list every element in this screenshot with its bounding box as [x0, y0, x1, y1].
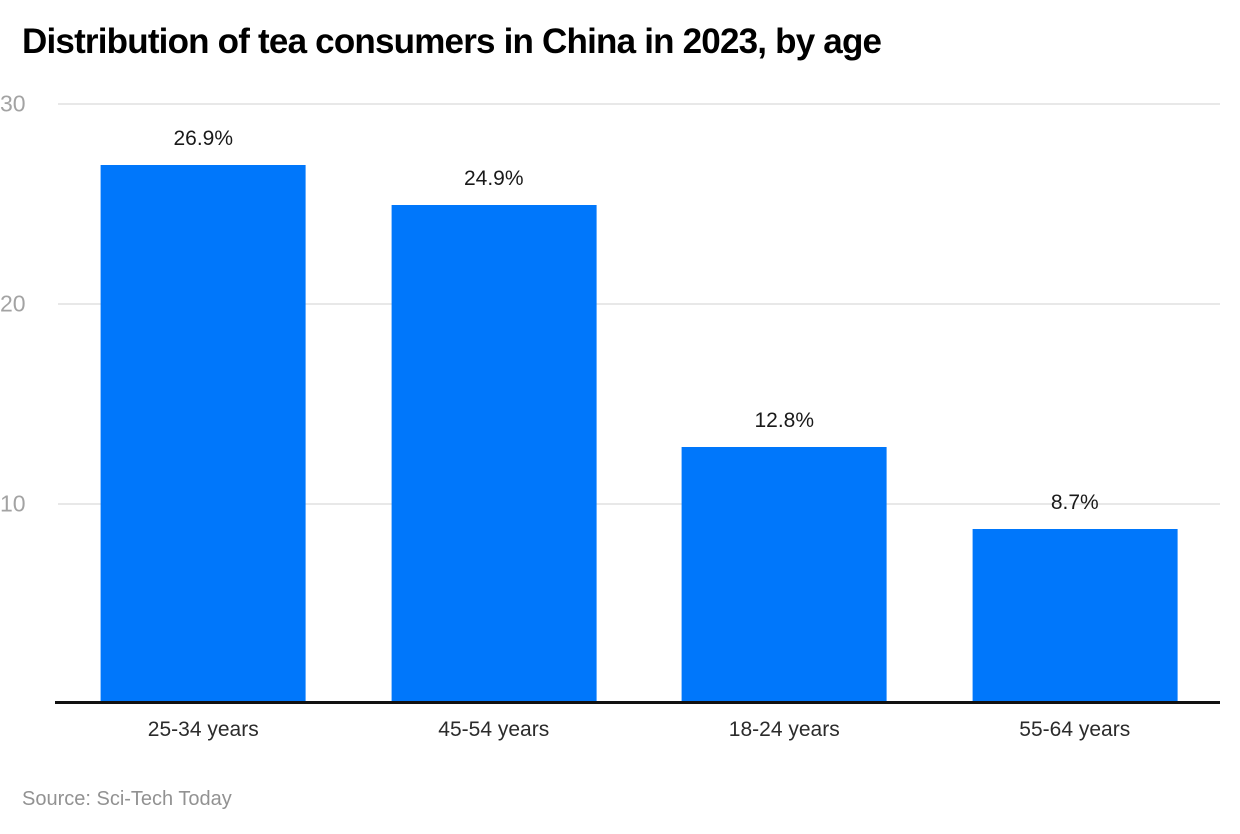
- bars-row: 26.9% 25-34 years 24.9% 45-54 years 12.8% 18-…: [58, 103, 1221, 741]
- x-axis-label: 45-54 years: [438, 718, 550, 741]
- y-tick-label: 30: [0, 90, 26, 117]
- bar-value-label: 24.9%: [463, 167, 524, 190]
- bar-group: 24.9% 45-54 years: [349, 103, 640, 741]
- x-axis-label: 25-34 years: [147, 718, 259, 741]
- x-axis-line: [55, 701, 1220, 704]
- bar-group: 8.7% 55-64 years: [930, 103, 1221, 741]
- bar-group: 26.9% 25-34 years: [58, 103, 349, 741]
- gridline: [58, 103, 1220, 105]
- x-axis-label: 18-24 years: [728, 718, 840, 741]
- bar-value-label: 12.8%: [754, 409, 815, 432]
- gridline: [58, 503, 1220, 505]
- y-tick-label: 20: [0, 290, 26, 317]
- bar[interactable]: [681, 447, 887, 703]
- y-tick-label: 10: [0, 490, 26, 517]
- chart-title: Distribution of tea consumers in China i…: [22, 22, 882, 61]
- bar[interactable]: [972, 529, 1178, 703]
- gridline: [58, 303, 1220, 305]
- bar-value-label: 8.7%: [1050, 491, 1099, 514]
- bar-value-label: 26.9%: [173, 127, 234, 150]
- source-text: Source: Sci-Tech Today: [22, 788, 232, 810]
- x-axis-label: 55-64 years: [1019, 718, 1131, 741]
- bar[interactable]: [100, 165, 306, 703]
- bar-group: 12.8% 18-24 years: [639, 103, 930, 741]
- bar[interactable]: [391, 205, 597, 703]
- plot-area: 10 20 30 26.9% 25-34 years 24.9% 45-54 years 12…: [0, 92, 1221, 741]
